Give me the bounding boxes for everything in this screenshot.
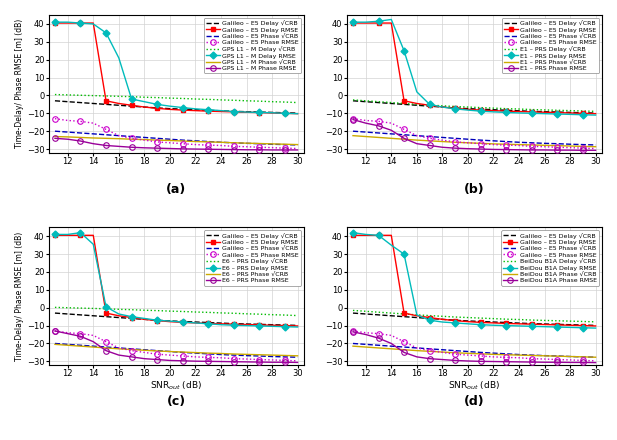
Text: (d): (d) bbox=[464, 395, 484, 408]
Text: (c): (c) bbox=[167, 395, 186, 408]
Y-axis label: Time-Delay/ Phase RMSE [m] (dB): Time-Delay/ Phase RMSE [m] (dB) bbox=[15, 231, 24, 361]
Legend: Galileo – E5 Delay √CRB, Galileo – E5 Delay RMSE, Galileo – E5 Phase √CRB, Galil: Galileo – E5 Delay √CRB, Galileo – E5 De… bbox=[204, 231, 301, 286]
X-axis label: SNR$_{out}$ (dB): SNR$_{out}$ (dB) bbox=[151, 379, 202, 392]
Legend: Galileo – E5 Delay √CRB, Galileo – E5 Delay RMSE, Galileo – E5 Phase √CRB, Galil: Galileo – E5 Delay √CRB, Galileo – E5 De… bbox=[204, 18, 301, 73]
Text: (b): (b) bbox=[464, 183, 484, 196]
Text: (a): (a) bbox=[166, 183, 186, 196]
Y-axis label: Time-Delay/ Phase RMSE [m] (dB): Time-Delay/ Phase RMSE [m] (dB) bbox=[15, 19, 24, 148]
Legend: Galileo – E5 Delay √CRB, Galileo – E5 Delay RMSE, Galileo – E5 Phase √CRB, Galil: Galileo – E5 Delay √CRB, Galileo – E5 De… bbox=[502, 18, 599, 73]
X-axis label: SNR$_{out}$ (dB): SNR$_{out}$ (dB) bbox=[449, 379, 500, 392]
Legend: Galileo – E5 Delay √CRB, Galileo – E5 Delay RMSE, Galileo – E5 Phase √CRB, Galil: Galileo – E5 Delay √CRB, Galileo – E5 De… bbox=[501, 231, 599, 286]
